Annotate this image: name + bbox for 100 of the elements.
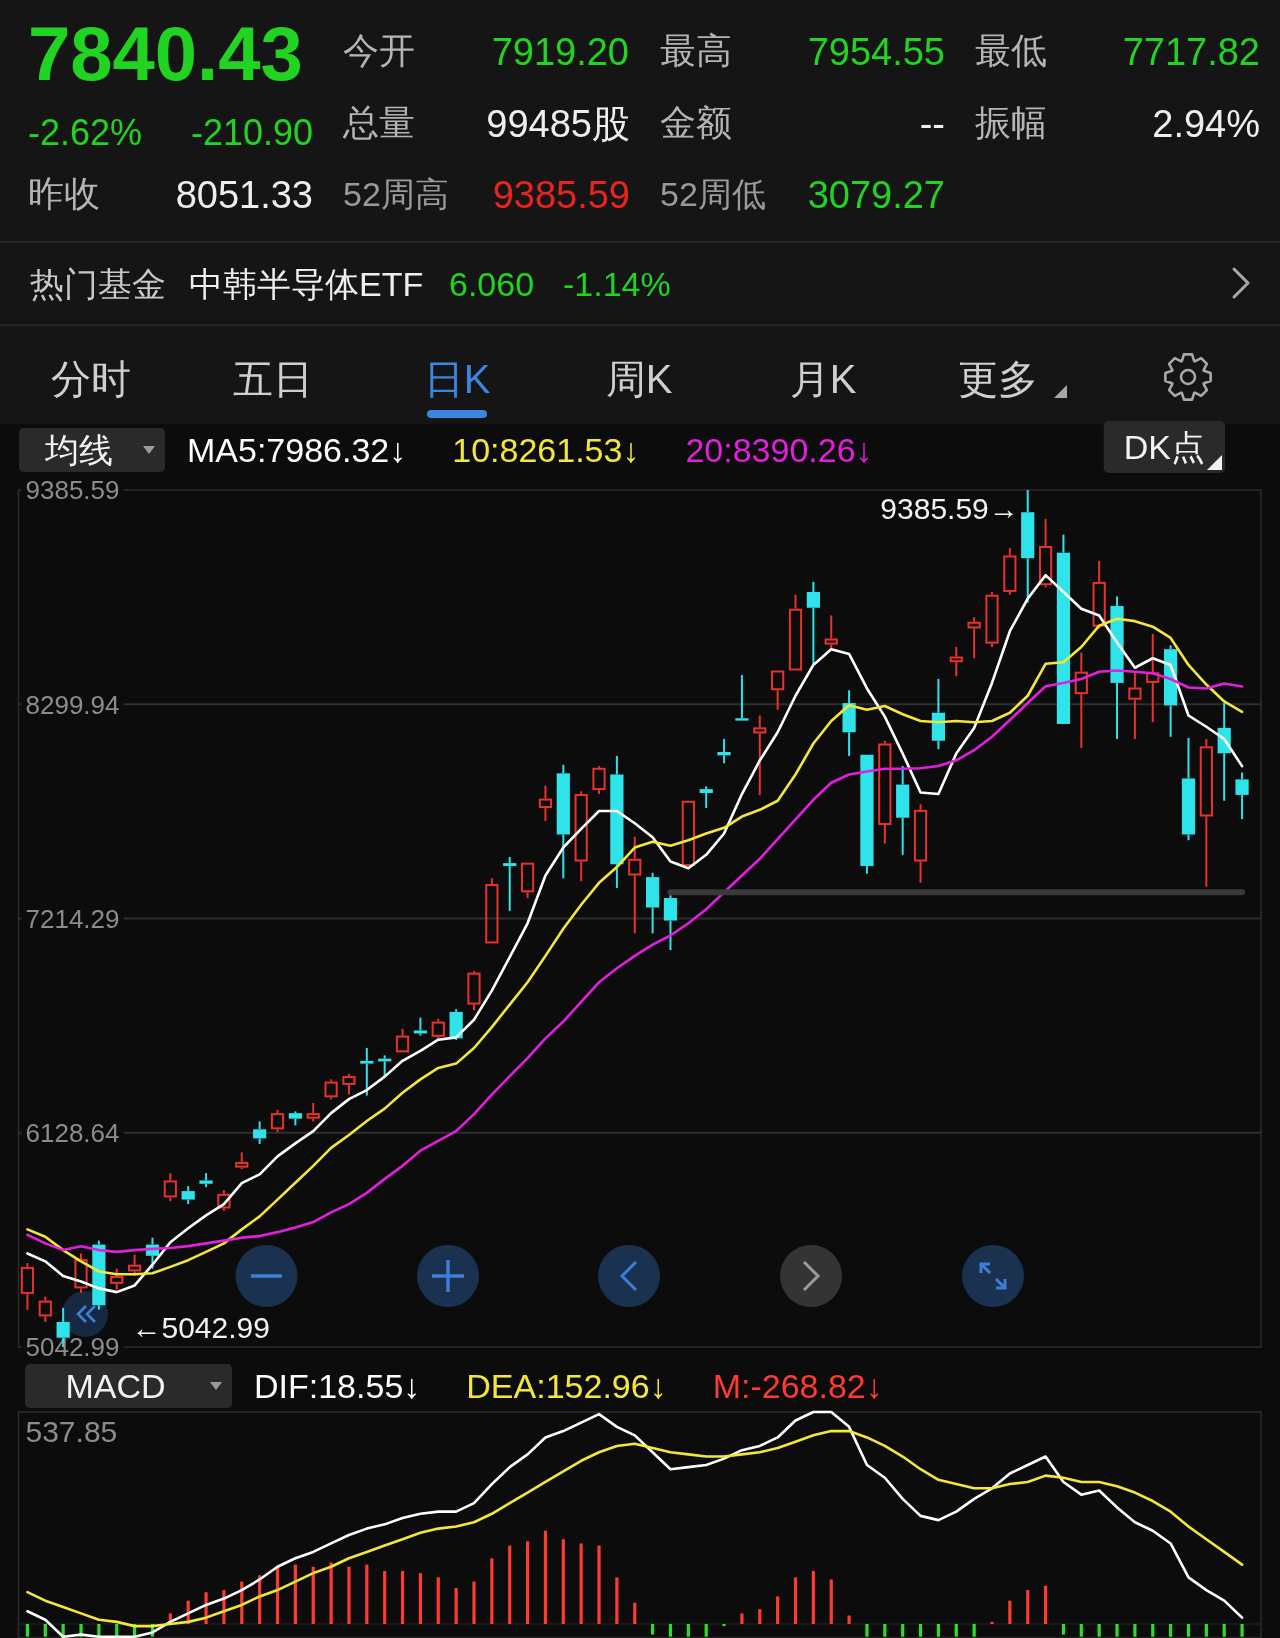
candlestick xyxy=(485,877,499,944)
text: 昨收 xyxy=(28,173,100,214)
bar xyxy=(811,1571,815,1624)
candlestick xyxy=(520,862,535,900)
bar xyxy=(972,1624,976,1637)
text: -1.14% xyxy=(563,265,671,303)
candlestick xyxy=(878,739,892,845)
bar xyxy=(1169,1624,1173,1637)
bar xyxy=(668,1624,673,1637)
text: 7840.43 xyxy=(28,11,303,96)
bar xyxy=(400,1571,405,1624)
candlestick xyxy=(842,689,856,757)
text: 52周低 xyxy=(660,175,766,213)
candlestick xyxy=(681,800,695,867)
bar xyxy=(525,1541,530,1624)
bar xyxy=(561,1539,565,1624)
bar xyxy=(454,1587,458,1624)
bar xyxy=(686,1624,690,1637)
bar xyxy=(883,1624,887,1637)
text: 9385.59 xyxy=(492,174,630,216)
bar xyxy=(1026,1590,1030,1624)
candlestick xyxy=(38,1295,52,1323)
bar xyxy=(436,1577,440,1624)
bar xyxy=(579,1543,583,1624)
legend-title: MACD xyxy=(65,1367,166,1405)
candlestick xyxy=(20,1262,35,1311)
text: 分时 xyxy=(51,357,131,401)
text: 3079.27 xyxy=(807,174,945,216)
bar xyxy=(43,1624,47,1637)
text: 20:8390.26↓ xyxy=(685,431,873,469)
candlestick xyxy=(1038,517,1053,589)
bar xyxy=(615,1577,619,1624)
candlestick xyxy=(467,970,481,1012)
candlestick xyxy=(592,765,606,796)
bar xyxy=(633,1602,637,1624)
bar xyxy=(1186,1624,1191,1637)
text: M:-268.82↓ xyxy=(712,1367,883,1405)
annotation: 537.85 xyxy=(25,1415,118,1448)
bar xyxy=(1133,1624,1137,1637)
candlestick xyxy=(217,1189,231,1212)
bar xyxy=(704,1624,708,1637)
text: DIF:18.55↓ xyxy=(254,1367,421,1405)
bar xyxy=(1043,1585,1048,1624)
candlestick xyxy=(717,737,731,765)
bar xyxy=(543,1530,548,1624)
bar xyxy=(740,1613,744,1624)
text: 最低 xyxy=(975,30,1047,71)
text: 日K xyxy=(423,357,491,401)
text: 最高 xyxy=(660,30,732,71)
text: 热门基金 xyxy=(30,265,166,303)
bar xyxy=(936,1624,941,1637)
candlestick xyxy=(896,765,910,856)
text: 2.94% xyxy=(1152,103,1260,145)
bar xyxy=(1151,1624,1155,1637)
candlestick xyxy=(949,646,963,678)
candlestick xyxy=(574,790,588,883)
candlestick xyxy=(1181,736,1196,842)
bar xyxy=(1008,1600,1012,1624)
text: 6.060 xyxy=(449,265,535,303)
bar xyxy=(758,1609,762,1624)
annotation: ←5042.99 xyxy=(131,1311,270,1344)
y-tick-label: 6128.64 xyxy=(25,1118,120,1149)
y-tick-label: 7214.29 xyxy=(25,903,120,934)
bar xyxy=(918,1624,923,1637)
candlestick xyxy=(788,593,803,671)
bar xyxy=(418,1573,422,1624)
bar xyxy=(829,1579,833,1624)
y-tick-label: 8299.94 xyxy=(25,689,120,720)
text: 10:8261.53↓ xyxy=(452,431,640,469)
bar xyxy=(990,1621,994,1624)
text: -- xyxy=(919,103,945,145)
text: 7717.82 xyxy=(1122,31,1260,73)
text: -210.90 xyxy=(190,112,313,153)
text: 8051.33 xyxy=(175,174,313,216)
bar xyxy=(1097,1624,1101,1637)
candlestick xyxy=(771,670,785,711)
text: 总量 xyxy=(342,102,415,143)
bar xyxy=(1204,1624,1208,1637)
candlestick xyxy=(753,714,767,797)
candlestick xyxy=(931,677,946,751)
candlestick xyxy=(1056,533,1071,724)
candlestick xyxy=(860,754,874,875)
bar xyxy=(347,1566,351,1624)
bar xyxy=(1115,1624,1119,1637)
candlestick xyxy=(1074,651,1088,750)
candlestick xyxy=(967,616,981,660)
text: 99485股 xyxy=(486,103,630,145)
text: 金额 xyxy=(660,102,732,143)
bar xyxy=(365,1564,369,1624)
series-label: DEA:152.96↓ xyxy=(466,1367,667,1405)
candlestick xyxy=(253,1120,267,1145)
text: MA5:7986.32↓ xyxy=(187,431,407,469)
candlestick xyxy=(503,855,517,912)
candlestick xyxy=(1146,632,1160,724)
candlestick xyxy=(628,835,642,935)
candlestick xyxy=(735,674,749,721)
candlestick xyxy=(74,1252,88,1294)
candlestick xyxy=(413,1016,428,1037)
text: 中韩半导体ETF xyxy=(189,265,424,303)
text: -2.62% xyxy=(28,112,143,153)
